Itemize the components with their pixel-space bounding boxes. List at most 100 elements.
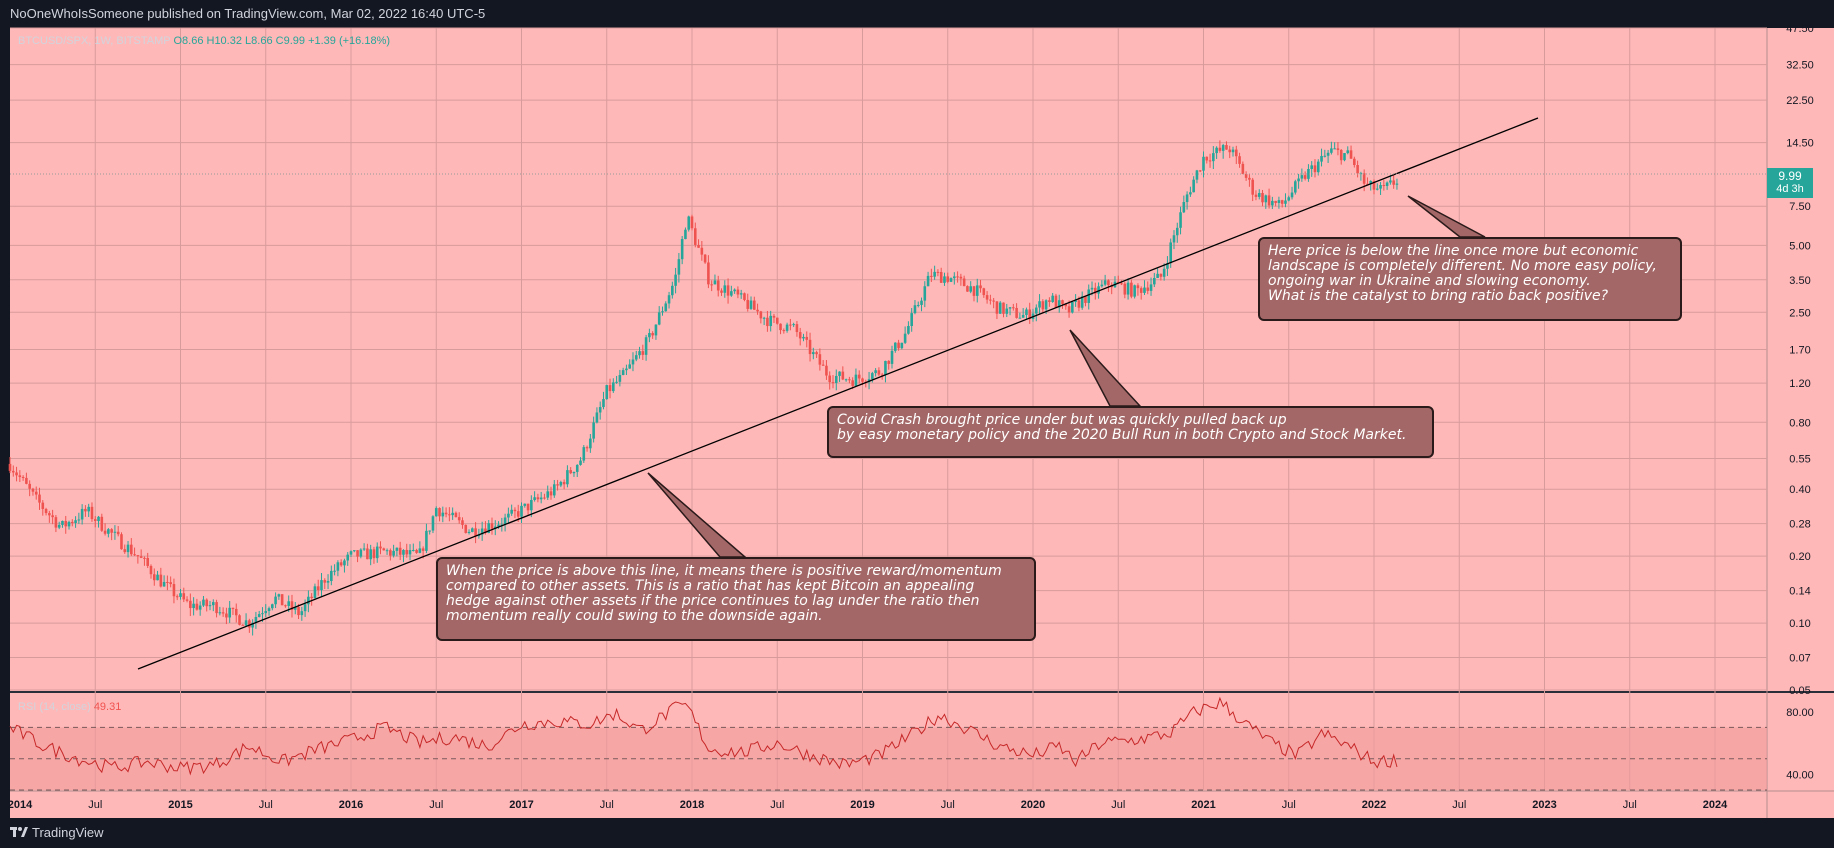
candle-body bbox=[100, 516, 104, 531]
chart-svg[interactable]: 47.50 32.50 22.50 14.50 7.50 5.00 3.50 2.50 1.70… bbox=[0, 0, 1834, 818]
candle-body bbox=[44, 508, 48, 514]
candle-body bbox=[116, 531, 120, 535]
candle-body bbox=[307, 596, 310, 605]
candle-body bbox=[874, 370, 877, 374]
price-tick-label: 0.07 bbox=[1789, 653, 1810, 665]
candle-body bbox=[339, 562, 343, 566]
callout-current-note[interactable]: Here price is below the line once more b… bbox=[1258, 237, 1682, 321]
candle-body bbox=[585, 447, 589, 449]
price-tick-label: 0.10 bbox=[1789, 618, 1810, 630]
candle-body bbox=[415, 549, 418, 553]
candle-body bbox=[1307, 168, 1310, 179]
candle-body bbox=[861, 378, 864, 382]
candle-body bbox=[697, 244, 700, 248]
candle-body bbox=[1090, 287, 1094, 290]
time-tick-label: 2018 bbox=[680, 799, 704, 811]
candle-body bbox=[274, 596, 277, 605]
candle-body bbox=[546, 491, 550, 498]
candle-body bbox=[1290, 192, 1294, 198]
candle-body bbox=[1074, 300, 1077, 302]
candle-body bbox=[1198, 170, 1202, 172]
candle-body bbox=[284, 605, 287, 607]
candle-body bbox=[995, 301, 999, 314]
time-tick-label: 2022 bbox=[1362, 799, 1386, 811]
candle-body bbox=[1172, 235, 1176, 243]
candle-body bbox=[1166, 263, 1169, 269]
candle-body bbox=[743, 293, 746, 300]
candle-body bbox=[612, 382, 615, 392]
candle-body bbox=[326, 580, 330, 583]
candle-body bbox=[798, 332, 802, 339]
candle-body bbox=[1326, 152, 1330, 156]
candle-body bbox=[792, 324, 795, 326]
candle-body bbox=[172, 584, 176, 597]
close-value: C9.99 bbox=[275, 35, 305, 47]
candle-body bbox=[1254, 194, 1258, 197]
candle-body bbox=[1130, 282, 1133, 297]
candle-body bbox=[700, 247, 704, 255]
candle-body bbox=[667, 295, 671, 304]
candle-body bbox=[913, 305, 917, 314]
candle-body bbox=[1097, 286, 1100, 294]
candle-body bbox=[1372, 181, 1376, 190]
candle-body bbox=[1264, 195, 1268, 203]
price-tick-label: 3.50 bbox=[1789, 275, 1810, 287]
candle-body bbox=[812, 352, 815, 355]
candle-body bbox=[467, 531, 471, 533]
candle-body bbox=[589, 438, 592, 449]
candle-body bbox=[261, 613, 264, 615]
candle-body bbox=[1310, 165, 1314, 169]
candle-body bbox=[195, 603, 199, 610]
time-tick-label: 2017 bbox=[509, 799, 533, 811]
candle-body bbox=[762, 317, 766, 319]
candle-body bbox=[782, 330, 786, 332]
time-tick-label: Jul bbox=[259, 799, 273, 811]
candle-body bbox=[726, 285, 730, 296]
candle-body bbox=[444, 512, 448, 515]
candle-body bbox=[1103, 280, 1107, 285]
candle-body bbox=[687, 216, 691, 230]
candle-body bbox=[759, 311, 763, 319]
candle-body bbox=[841, 371, 845, 380]
tradingview-brand[interactable]: TradingView bbox=[32, 825, 104, 840]
candle-body bbox=[920, 300, 923, 305]
candle-body bbox=[962, 278, 966, 287]
callout-trendline-note[interactable]: When the price is above this line, it me… bbox=[436, 557, 1036, 641]
tradingview-logo-icon[interactable] bbox=[10, 825, 28, 839]
candle-body bbox=[293, 606, 297, 610]
candle-body bbox=[162, 581, 166, 587]
candle-body bbox=[379, 546, 382, 549]
candle-body bbox=[1343, 153, 1346, 161]
candle-body bbox=[487, 523, 491, 533]
candle-body bbox=[405, 549, 409, 555]
candle-body bbox=[851, 380, 854, 386]
high-value: H10.32 bbox=[206, 35, 242, 47]
candle-body bbox=[418, 548, 422, 553]
candle-body bbox=[1277, 200, 1281, 203]
candle-body bbox=[1356, 165, 1359, 174]
time-tick-label: Jul bbox=[600, 799, 614, 811]
candle-body bbox=[1169, 242, 1173, 264]
price-tick-label: 7.50 bbox=[1789, 201, 1810, 213]
trendline[interactable] bbox=[137, 117, 1539, 670]
time-tick-label: Jul bbox=[941, 799, 955, 811]
candle-body bbox=[366, 548, 369, 560]
time-tick-label: Jul bbox=[429, 799, 443, 811]
candle-body bbox=[946, 276, 950, 282]
candle-body bbox=[625, 368, 628, 371]
candle-body bbox=[316, 586, 320, 591]
callout-covid-note[interactable]: Covid Crash brought price under but was … bbox=[827, 406, 1434, 458]
price-tick-label: 1.70 bbox=[1789, 345, 1810, 357]
price-scale-bg bbox=[1768, 28, 1834, 818]
candle-body bbox=[789, 324, 792, 326]
candle-body bbox=[297, 606, 300, 616]
candle-body bbox=[1018, 317, 1022, 319]
candle-body bbox=[595, 412, 599, 423]
price-tick-label: 2.50 bbox=[1789, 307, 1810, 319]
candle-body bbox=[1133, 285, 1136, 297]
candle-body bbox=[434, 508, 438, 517]
candle-body bbox=[136, 555, 140, 557]
candle-body bbox=[84, 508, 87, 512]
candle-body bbox=[41, 502, 45, 509]
candle-body bbox=[772, 315, 776, 318]
